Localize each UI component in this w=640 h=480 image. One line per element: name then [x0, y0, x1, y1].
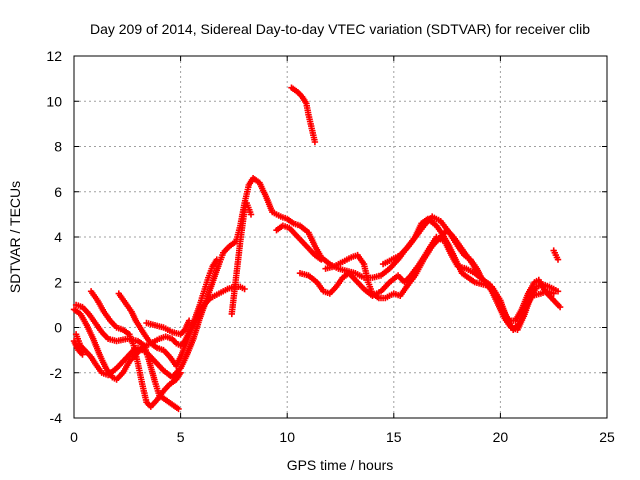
data-point	[175, 405, 182, 413]
data-point	[554, 288, 562, 295]
data-point	[213, 256, 220, 263]
y-tick-label: 12	[46, 48, 62, 64]
x-tick-label: 5	[177, 429, 185, 445]
y-tick-label: 10	[46, 93, 62, 109]
x-tick-label: 25	[599, 429, 615, 445]
x-tick-label: 20	[493, 429, 509, 445]
series-arc-2	[72, 175, 557, 381]
x-tick-label: 0	[70, 429, 78, 445]
y-axis-label: SDTVAR / TECUs	[7, 181, 23, 293]
data-point	[247, 211, 255, 218]
data-point	[241, 285, 248, 293]
y-tick-label: -4	[50, 410, 63, 426]
x-tick-label: 15	[386, 429, 402, 445]
x-axis-label: GPS time / hours	[287, 457, 394, 473]
series-arc-7	[143, 317, 193, 338]
data-point	[177, 369, 184, 376]
data-point	[318, 256, 325, 263]
chart-title: Day 209 of 2014, Sidereal Day-to-day VTE…	[90, 21, 590, 37]
series-arc-5	[87, 288, 184, 410]
data-point	[311, 138, 319, 146]
x-tick-label: 10	[279, 429, 295, 445]
data-point	[554, 256, 562, 263]
series-arc-9	[273, 222, 325, 263]
series-arc-13	[379, 213, 485, 281]
axis-ticks: 0 5 10 15 20 25 -4 -2 0 2 4 6 8 10 12	[46, 48, 615, 445]
data-point	[478, 274, 485, 281]
y-tick-label: 0	[54, 320, 62, 336]
data-point	[556, 303, 564, 311]
y-tick-label: 2	[54, 274, 62, 290]
series-arc-4	[70, 337, 86, 358]
y-tick-label: 6	[54, 184, 62, 200]
grid	[74, 56, 607, 418]
series-arc-10	[288, 84, 319, 146]
series-arc-8	[228, 199, 255, 318]
data-point	[185, 317, 193, 324]
series-arc-14	[550, 247, 562, 263]
data-point	[79, 351, 86, 358]
y-tick-label: 4	[54, 229, 62, 245]
y-tick-label: 8	[54, 139, 62, 155]
y-tick-label: -2	[50, 365, 63, 381]
series-arc-6	[115, 256, 220, 370]
series-layer	[70, 84, 564, 413]
